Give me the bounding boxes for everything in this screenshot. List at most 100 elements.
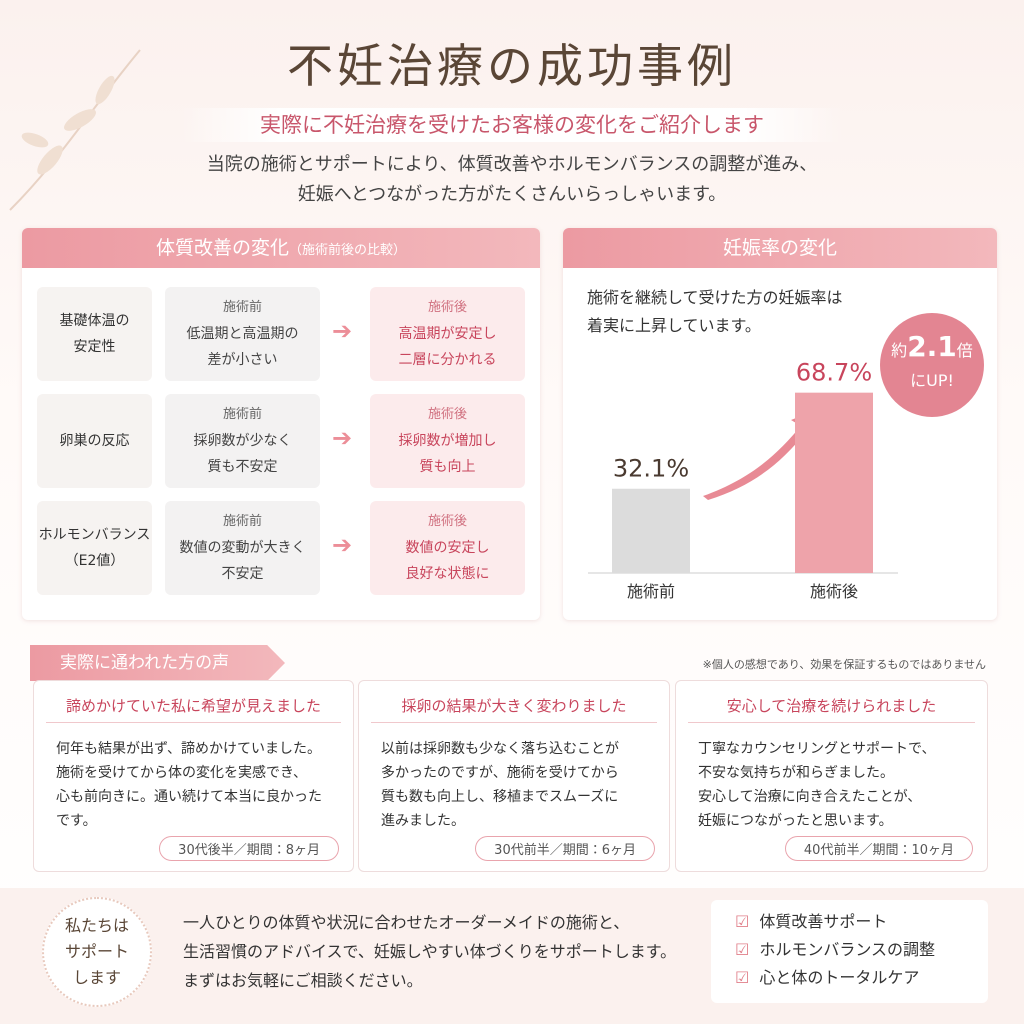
body-line: 質も数も向上し、移植までスムーズに — [381, 789, 619, 805]
body-line: 心も前向きに。通い続けて本当に良かった — [56, 789, 322, 805]
after-label: 施術後 — [427, 514, 467, 529]
x-tick-label: 施術前 — [627, 582, 675, 601]
text: （施術前後の比較） — [289, 243, 407, 258]
card: 諦めかけていた私に希望が見えました何年も結果が出ず、諦めかけていました。 施術を受… — [33, 680, 354, 872]
after-label: 施術後 — [427, 407, 467, 422]
body-line: 丁寧なカウンセリングとサポートで、 — [698, 741, 936, 757]
check-icon: ☑ — [735, 968, 750, 987]
element — [64, 109, 96, 131]
arrow: ➔ — [332, 531, 353, 559]
text: 私たちは — [64, 916, 129, 935]
card-title: 安心して治療を続けられました — [688, 695, 975, 723]
element — [95, 75, 115, 105]
body-line: 多かったのですが、施術を受けてから — [381, 765, 619, 781]
before-label: 施術前 — [222, 300, 262, 315]
text: 妊娠へとつながった方がたくさんいらっしゃいます。 — [297, 184, 727, 205]
support-badge: 私たちはサポートします — [42, 897, 152, 1007]
text: 体質改善の変化 — [155, 237, 289, 259]
text: まずはお気軽にご相談ください。 — [183, 971, 423, 990]
before-line: 質も不安定 — [207, 459, 278, 475]
comparison-panel: 体質改善の変化（施術前後の比較） 基礎体温の 安定性 施術前 低温期と高温期の 差が小さ… — [22, 228, 540, 620]
text: 一人ひとりの体質や状況に合わせたオーダーメイドの施術と、 — [183, 913, 630, 932]
card-body: 以前は採卵数も少なく落ち込むことが 多かったのですが、施術を受けてから 質も数も向上… — [381, 737, 669, 833]
text: します — [72, 968, 121, 987]
label-line: 卵巣の反応 — [59, 433, 130, 449]
label-line: （E2値） — [64, 553, 125, 569]
element — [37, 145, 63, 175]
after-line: 質も向上 — [419, 459, 476, 475]
before-line: 不安定 — [221, 566, 264, 582]
after-line: 数値の安定し — [405, 540, 490, 556]
badge-circle — [880, 313, 984, 417]
after-box: 施術後 高温期が安定し 二層に分かれる — [370, 287, 525, 381]
text: 施術を継続して受けた方の妊娠率は — [587, 288, 843, 307]
before-box: 施術前低温期と高温期の 差が小さい — [165, 287, 320, 381]
before-box: 施術前採卵数が少なく 質も不安定 — [165, 394, 320, 488]
after-line: 高温期が安定し — [398, 326, 497, 342]
check-item: ☑ ホルモンバランスの調整 — [735, 936, 988, 964]
after-box: 施術後 数値の安定し 良好な状態に — [370, 501, 525, 595]
row-label: ホルモンバランス （E2値） — [37, 501, 152, 595]
before-label: 施術前 — [222, 514, 262, 529]
disclaimer: ※個人の感想であり、効果を保証するものではありません — [702, 658, 986, 671]
check-text: 心と体のトータルケア — [759, 968, 920, 987]
value-label: 68.7% — [796, 359, 872, 387]
before-line: 数値の変動が大きく — [179, 540, 306, 556]
body-line: 進みました。 — [381, 813, 465, 829]
x-tick-label: 施術後 — [810, 582, 858, 601]
label-line: 基礎体温の — [59, 313, 130, 329]
check-item: ☑ 体質改善サポート — [735, 908, 988, 936]
body-line: 何年も結果が出ず、諦めかけていました。 — [56, 741, 322, 757]
subtitle: 実際に不妊治療を受けたお客様の変化をご紹介します — [180, 108, 844, 142]
after-line: 二層に分かれる — [398, 352, 497, 368]
before-line: 差が小さい — [207, 352, 278, 368]
after-line: 採卵数が増加し — [398, 433, 497, 449]
support-body: 一人ひとりの体質や状況に合わせたオーダーメイドの施術と、 生活習慣のアドバイスで、… — [183, 908, 676, 995]
badge-text: にUP! — [910, 371, 954, 390]
body-line: 施術を受けてから体の変化を実感でき、 — [56, 765, 308, 781]
text: 約 — [891, 341, 907, 360]
value-label: 32.1% — [613, 455, 689, 483]
badge-text: 約2.1倍 — [891, 330, 973, 363]
card-title: 諦めかけていた私に希望が見えました — [46, 695, 341, 723]
body-line: 不安な気持ちが和らぎました。 — [698, 765, 894, 781]
description: 当院の施術とサポートにより、体質改善やホルモンバランスの調整が進み、 妊娠へとつな… — [0, 150, 1024, 210]
arrow: ➔ — [332, 424, 353, 452]
body-line: です。 — [56, 813, 97, 829]
element — [21, 75, 115, 175]
row-label: 基礎体温の 安定性 — [37, 287, 152, 381]
bar — [795, 392, 873, 573]
card: 安心して治療を続けられました丁寧なカウンセリングとサポートで、 不安な気持ちが和ら… — [675, 680, 988, 872]
bar — [612, 488, 690, 573]
check-icon: ☑ — [735, 912, 750, 931]
card-body: 丁寧なカウンセリングとサポートで、 不安な気持ちが和らぎました。安心して治療に向き… — [698, 737, 987, 833]
card-body: 何年も結果が出ず、諦めかけていました。 施術を受けてから体の変化を実感でき、 心も前… — [56, 737, 353, 833]
body-line: 以前は採卵数も少なく落ち込むことが — [381, 741, 619, 757]
text: 2.1 — [907, 330, 957, 363]
check-text: ホルモンバランスの調整 — [759, 940, 936, 959]
check-item: ☑ 心と体のトータルケア — [735, 964, 988, 992]
bar-chart: 約2.1倍 にUP! 32.1% 施術前 68.7% 施術後 — [588, 313, 984, 601]
panel-description: 施術を継続して受けた方の妊娠率は 着実に上昇しています。 — [587, 284, 997, 340]
check-icon: ☑ — [735, 940, 750, 959]
text: 着実に上昇しています。 — [587, 316, 761, 335]
card-title: 採卵の結果が大きく変わりました — [371, 695, 657, 723]
before-line: 採卵数が少なく — [193, 433, 292, 449]
check-text: 体質改善サポート — [759, 912, 888, 931]
panel-header: 体質改善の変化（施術前後の比較） — [22, 228, 540, 268]
title: 不妊治療の成功事例 — [287, 39, 737, 93]
element — [21, 132, 49, 148]
panel-header: 妊娠率の変化 — [563, 228, 997, 268]
row-label: 卵巣の反応 — [37, 394, 152, 488]
body-line: 妊娠につながったと思います。 — [698, 813, 893, 829]
text: サポート — [64, 942, 129, 961]
leaf-decoration — [9, 49, 141, 211]
voices-tab: 実際に通われた方の声 — [30, 645, 285, 681]
before-line: 低温期と高温期の — [186, 326, 299, 342]
text: 倍 — [957, 341, 973, 360]
before-label: 施術前 — [222, 407, 262, 422]
after-box: 施術後採卵数が増加し 質も向上 — [370, 394, 525, 488]
card-meta: 30代前半／期間：6ヶ月 — [475, 836, 655, 861]
card-meta: 30代後半／期間：8ヶ月 — [159, 836, 339, 861]
body-line: 安心して治療に向き合えたことが、 — [698, 789, 922, 805]
